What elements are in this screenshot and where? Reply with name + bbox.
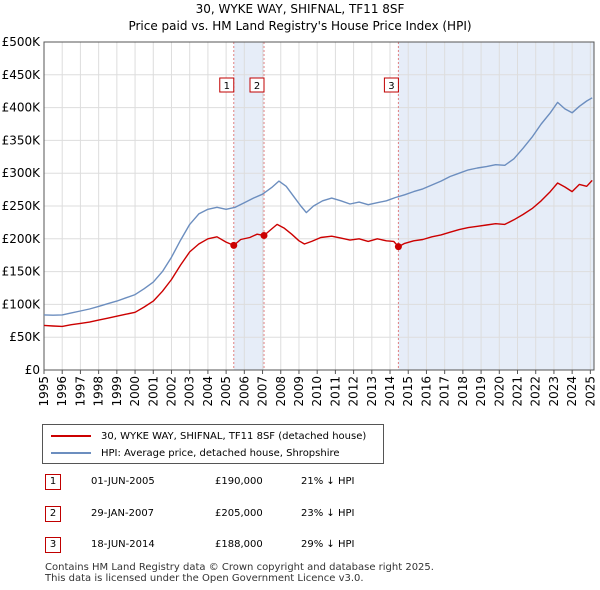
x-tick-label: 2011	[328, 376, 342, 407]
sale-price: £205,000	[215, 508, 263, 519]
sale-label: 3	[388, 81, 394, 92]
chart-subtitle: Price paid vs. HM Land Registry's House …	[128, 19, 472, 33]
sale-hpi-diff: 23% ↓ HPI	[301, 508, 355, 519]
y-tick-label: £300K	[2, 166, 42, 180]
price-chart: £0 £50K £100K £150K £200K £250K £300K £350K £400…	[2, 35, 598, 407]
sale-date: 29-JAN-2007	[91, 508, 155, 519]
series-line-property	[43, 179, 593, 328]
x-tick-label: 2015	[401, 376, 415, 407]
legend-swatch-hpi	[51, 452, 91, 454]
chart-title: 30, WYKE WAY, SHIFNAL, TF11 8SF	[195, 2, 405, 16]
series-line-hpi	[43, 97, 593, 316]
sale-point	[230, 241, 238, 249]
sale-marker-badge: 3	[45, 537, 61, 553]
x-tick-label: 2021	[511, 376, 525, 407]
x-tick-label: 2006	[237, 376, 251, 407]
legend-swatch-property	[51, 435, 91, 437]
y-tick-label: £200K	[2, 232, 42, 246]
x-tick-label: 2012	[347, 376, 361, 407]
sale-hpi-diff: 29% ↓ HPI	[301, 539, 355, 550]
x-tick-label: 2016	[419, 376, 433, 407]
x-tick-label: 2003	[183, 376, 197, 407]
sale-hpi-diff: 21% ↓ HPI	[301, 476, 355, 487]
x-tick-label: 2025	[583, 376, 597, 407]
x-tick-label: 1995	[37, 376, 51, 407]
x-tick-label: 2005	[219, 376, 233, 407]
sale-label-box	[249, 77, 265, 93]
y-tick-label: £0	[25, 363, 40, 377]
sale-point	[260, 232, 268, 240]
x-tick-label: 2001	[146, 376, 160, 407]
y-tick-label: £250K	[2, 199, 42, 213]
legend-label-property: 30, WYKE WAY, SHIFNAL, TF11 8SF (detache…	[101, 430, 367, 442]
x-tick-label: 2004	[201, 376, 215, 407]
footer-copyright: Contains HM Land Registry data © Crown c…	[45, 562, 434, 573]
plot-frame	[43, 41, 595, 371]
y-tick-label: £100K	[2, 297, 42, 311]
x-tick-label: 2019	[474, 376, 488, 407]
x-tick-label: 1999	[110, 376, 124, 407]
sale-label-box	[383, 77, 399, 93]
x-tick-label: 2022	[529, 376, 543, 407]
y-tick-label: £50K	[9, 330, 41, 344]
sale-date: 01-JUN-2005	[91, 476, 155, 487]
x-tick-label: 2018	[456, 376, 470, 407]
sale-marker-badge: 1	[45, 474, 61, 490]
sale-point	[394, 243, 402, 251]
y-tick-label: £500K	[2, 35, 42, 49]
x-tick-label: 2023	[547, 376, 561, 407]
x-tick-label: 1998	[92, 376, 106, 407]
x-tick-label: 2007	[256, 376, 270, 407]
sale-price: £188,000	[215, 539, 263, 550]
y-tick-label: £350K	[2, 133, 42, 147]
sale-price: £190,000	[215, 476, 263, 487]
x-tick-label: 1996	[55, 376, 69, 407]
footer-licence: This data is licensed under the Open Gov…	[45, 573, 364, 584]
x-tick-label: 2020	[492, 376, 506, 407]
sale-label: 1	[224, 81, 230, 92]
sale-date: 18-JUN-2014	[91, 539, 155, 550]
x-tick-label: 2013	[365, 376, 379, 407]
y-tick-label: £400K	[2, 101, 42, 115]
x-tick-label: 2008	[274, 376, 288, 407]
sale-marker-badge: 2	[45, 506, 61, 522]
sale-label-box	[219, 77, 235, 93]
legend: 30, WYKE WAY, SHIFNAL, TF11 8SF (detache…	[42, 424, 384, 464]
x-tick-label: 2009	[292, 376, 306, 407]
y-tick-label: £450K	[2, 68, 42, 82]
x-tick-label: 2017	[438, 376, 452, 407]
x-tick-label: 1997	[73, 376, 87, 407]
sale-label: 2	[254, 81, 260, 92]
x-tick-label: 2000	[128, 376, 142, 407]
legend-item-hpi: HPI: Average price, detached house, Shro…	[51, 445, 340, 461]
legend-item-property: 30, WYKE WAY, SHIFNAL, TF11 8SF (detache…	[51, 428, 366, 444]
legend-label-hpi: HPI: Average price, detached house, Shro…	[101, 447, 340, 459]
x-tick-label: 2010	[310, 376, 324, 407]
y-tick-label: £150K	[2, 265, 42, 279]
x-tick-label: 2024	[565, 376, 579, 407]
x-tick-label: 2014	[383, 376, 397, 407]
x-tick-label: 2002	[164, 376, 178, 407]
